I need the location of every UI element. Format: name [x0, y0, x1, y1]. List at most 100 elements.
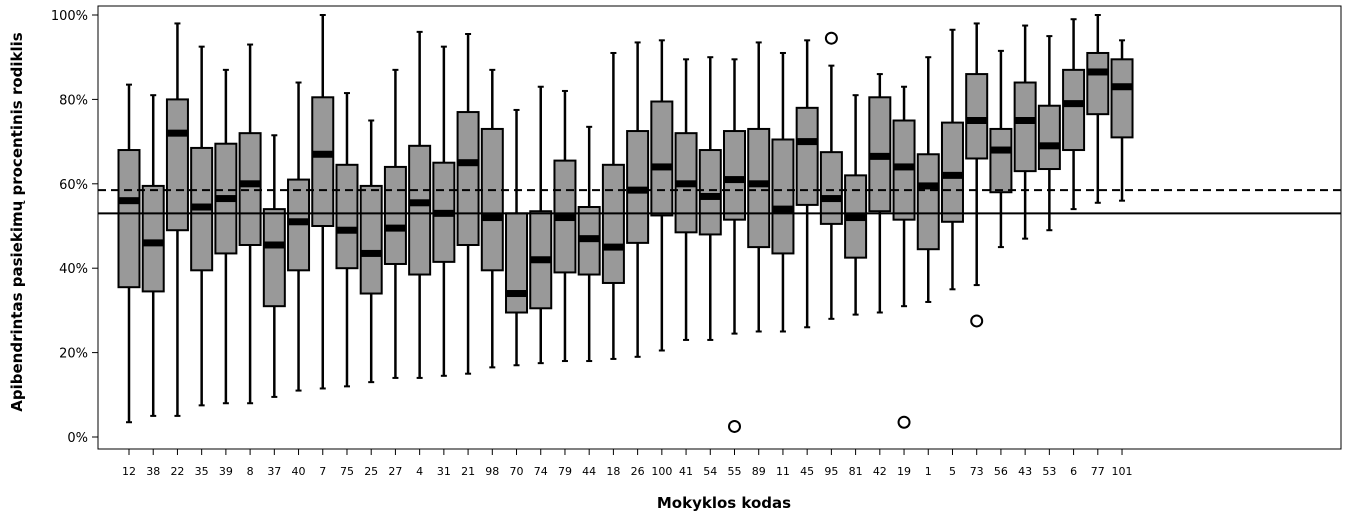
box-27	[383, 68, 407, 379]
iqr-box	[965, 73, 989, 160]
box-41	[674, 58, 698, 341]
iqr-box	[117, 149, 141, 289]
box-79	[553, 89, 577, 363]
box-26	[626, 41, 650, 358]
x-tick-label: 56	[994, 465, 1008, 478]
iqr-box	[383, 165, 407, 265]
box-53	[1037, 35, 1061, 232]
iqr-box	[795, 106, 819, 206]
median-bar	[1014, 117, 1036, 124]
median-bar	[578, 235, 600, 243]
box-8	[238, 43, 262, 405]
box-45	[795, 39, 819, 329]
median-bar	[651, 163, 673, 171]
y-tick-label: 80%	[59, 93, 88, 108]
box-5	[940, 28, 964, 291]
median-bar	[191, 203, 213, 211]
median-bar	[118, 197, 140, 205]
median-bar	[724, 176, 745, 184]
median-bar	[1063, 100, 1085, 108]
iqr-box	[456, 111, 480, 246]
box-81	[844, 94, 868, 316]
outlier-point	[824, 31, 838, 45]
iqr-box	[1110, 58, 1134, 139]
box-42	[868, 73, 892, 314]
x-tick-label: 8	[247, 465, 254, 478]
x-axis-title: Mokyklos kodas	[657, 494, 791, 512]
x-tick-label: 6	[1070, 465, 1077, 478]
median-bar	[384, 224, 406, 232]
box-77	[1086, 14, 1110, 204]
y-tick-label: 60%	[59, 178, 88, 193]
box-54	[698, 56, 722, 341]
median-bar	[336, 226, 358, 234]
x-tick-label: 70	[510, 465, 524, 478]
x-tick-label: 73	[970, 465, 984, 478]
x-tick-label: 5	[949, 465, 956, 478]
iqr-box	[165, 98, 189, 232]
iqr-box	[359, 184, 383, 295]
x-tick-label: 38	[146, 465, 160, 478]
x-tick-label: 40	[292, 465, 306, 478]
median-bar	[893, 163, 915, 171]
median-bar	[917, 182, 939, 190]
iqr-box	[480, 127, 504, 272]
median-bar	[748, 180, 770, 188]
iqr-box	[505, 212, 529, 314]
x-tick-label: 54	[703, 465, 717, 478]
median-bar	[409, 199, 431, 207]
box-25	[359, 119, 383, 384]
box-38	[141, 94, 165, 417]
iqr-box	[1037, 104, 1061, 171]
x-tick-label: 21	[461, 465, 475, 478]
median-bar	[215, 195, 237, 203]
box-6	[1062, 18, 1086, 211]
x-tick-label: 55	[728, 465, 742, 478]
y-tick-label: 20%	[59, 347, 88, 362]
median-bar	[360, 249, 382, 257]
x-tick-label: 27	[388, 465, 402, 478]
iqr-box	[819, 151, 843, 225]
box-70	[505, 108, 529, 367]
median-bar	[457, 159, 479, 167]
x-tick-label: 19	[897, 465, 911, 478]
box-55	[723, 58, 746, 433]
y-tick-label: 0%	[67, 431, 88, 446]
median-bar	[166, 129, 188, 137]
box-22	[165, 22, 189, 417]
x-tick-label: 81	[849, 465, 863, 478]
iqr-box	[747, 127, 771, 249]
x-tick-label: 11	[776, 465, 790, 478]
median-bar	[602, 243, 624, 251]
median-bar	[675, 180, 697, 188]
x-tick-label: 12	[122, 465, 136, 478]
x-tick-label: 25	[364, 465, 378, 478]
median-bar	[820, 195, 842, 203]
box-98	[480, 68, 504, 369]
iqr-box	[262, 208, 286, 308]
box-21	[456, 32, 480, 375]
median-bar	[263, 241, 285, 249]
iqr-box	[1013, 81, 1037, 173]
median-bar	[481, 214, 503, 222]
median-bar	[796, 138, 818, 146]
iqr-box	[311, 96, 335, 228]
plot-frame	[97, 5, 1342, 450]
box-73	[965, 22, 989, 328]
median-bar	[312, 150, 334, 158]
median-bar	[941, 171, 963, 179]
x-tick-label: 26	[631, 465, 645, 478]
box-35	[190, 45, 214, 407]
box-74	[529, 85, 553, 365]
box-18	[601, 51, 625, 360]
median-bar	[506, 290, 528, 298]
x-tick-label: 41	[679, 465, 693, 478]
median-bar	[845, 214, 867, 222]
iqr-box	[1062, 68, 1086, 152]
box-44	[577, 125, 601, 363]
iqr-box	[723, 130, 746, 221]
y-tick-label: 100%	[51, 9, 88, 24]
x-tick-label: 101	[1112, 465, 1133, 478]
box-101	[1110, 39, 1134, 202]
plot-marks	[98, 14, 1341, 433]
